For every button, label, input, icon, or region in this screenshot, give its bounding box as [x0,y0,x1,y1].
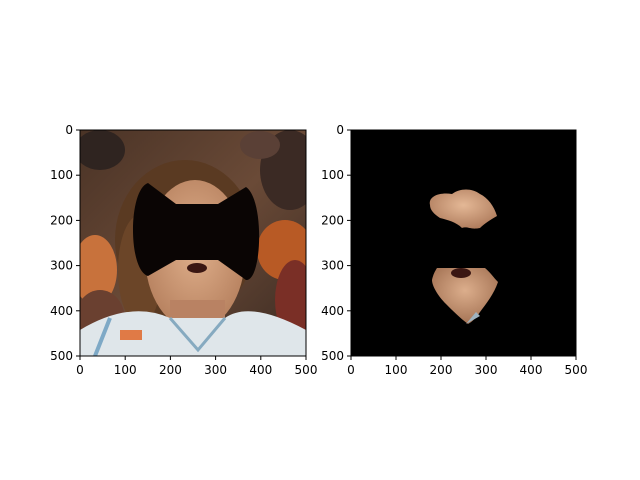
x-tick-label: 200 [430,363,453,377]
bowtie-mask [133,183,260,281]
y-tick-label: 500 [50,349,73,363]
extracted-face-regions [351,130,576,356]
y-tick-label: 400 [50,304,73,318]
left-axes-frame [79,129,307,357]
y-tick-label: 0 [65,123,73,137]
x-tick-label: 400 [520,363,543,377]
x-tick-label: 300 [204,363,227,377]
y-tick-label: 100 [321,168,344,182]
x-tick-label: 0 [76,363,84,377]
x-tick-label: 500 [295,363,318,377]
y-tick-label: 100 [50,168,73,182]
x-tick-label: 300 [475,363,498,377]
y-tick-label: 500 [321,349,344,363]
x-tick-label: 0 [347,363,355,377]
x-tick-label: 400 [249,363,272,377]
x-tick-label: 100 [114,363,137,377]
y-tick-label: 200 [321,213,344,227]
y-tick-label: 200 [50,213,73,227]
y-tick-label: 300 [50,259,73,273]
right-axes-frame [350,129,577,357]
masked-face-photo [80,130,306,356]
x-tick-label: 200 [159,363,182,377]
y-tick-label: 400 [321,304,344,318]
y-tick-label: 300 [321,259,344,273]
x-tick-label: 100 [385,363,408,377]
y-tick-label: 0 [336,123,344,137]
x-tick-label: 500 [565,363,588,377]
